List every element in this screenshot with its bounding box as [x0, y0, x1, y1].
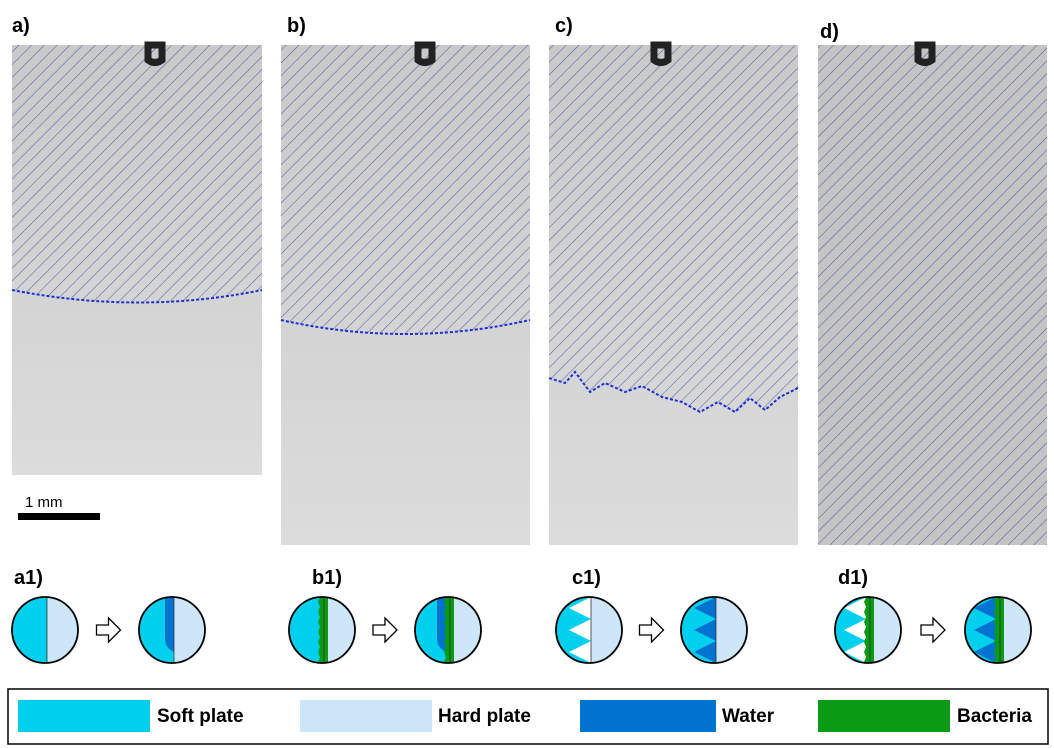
water	[437, 597, 446, 652]
hatch-a	[12, 45, 262, 303]
nozzles	[148, 45, 932, 63]
arrow	[373, 618, 397, 642]
hard-plate	[591, 597, 624, 663]
hard-plate	[324, 597, 357, 663]
hard-plate	[174, 597, 207, 663]
arrow	[921, 618, 945, 642]
legend-swatch	[818, 700, 950, 732]
legend-swatch	[18, 700, 150, 732]
legend-label: Hard plate	[438, 706, 531, 727]
water	[694, 597, 716, 663]
scale-label: 1 mm	[25, 494, 63, 511]
legend-label: Soft plate	[157, 706, 244, 727]
arrow	[97, 618, 121, 642]
hatch-c	[549, 45, 798, 412]
legend-label: Bacteria	[957, 706, 1032, 727]
hatch-b	[281, 45, 530, 334]
legend-label: Water	[722, 706, 775, 727]
hard-plate	[47, 597, 80, 663]
legend-swatch	[580, 700, 716, 732]
photos	[12, 45, 1047, 545]
scale-bar	[18, 513, 100, 520]
panel-label: b)	[287, 15, 306, 37]
schematic-label: a1)	[14, 567, 43, 589]
gap	[569, 597, 591, 663]
schematics	[12, 597, 1033, 667]
hatch-d	[818, 45, 1047, 545]
schematic-label: c1)	[572, 567, 601, 589]
hard-plate	[450, 597, 483, 663]
panel-label: c)	[555, 15, 573, 37]
gap	[844, 597, 866, 663]
panel-label: d)	[820, 21, 839, 43]
water	[974, 597, 996, 663]
water	[165, 597, 174, 652]
schematic-label: b1)	[312, 567, 342, 589]
hard-plate	[1000, 597, 1033, 663]
arrow	[640, 618, 664, 642]
legend-swatch	[300, 700, 432, 732]
hard-plate	[716, 597, 749, 663]
schematic-label: d1)	[838, 567, 868, 589]
figure: 1 mm a) b) c) d) a1) b1) c1) d1) Soft pl…	[0, 0, 1054, 748]
hard-plate	[870, 597, 903, 663]
panel-label: a)	[12, 15, 30, 37]
